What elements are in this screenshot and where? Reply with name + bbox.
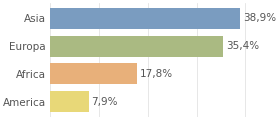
Text: 38,9%: 38,9%	[243, 13, 276, 23]
Bar	[50, 63, 137, 84]
Text: 7,9%: 7,9%	[92, 97, 118, 107]
Text: 17,8%: 17,8%	[140, 69, 173, 79]
Bar	[50, 36, 223, 57]
Bar	[50, 8, 240, 29]
Bar	[50, 91, 89, 112]
Text: 35,4%: 35,4%	[226, 41, 259, 51]
